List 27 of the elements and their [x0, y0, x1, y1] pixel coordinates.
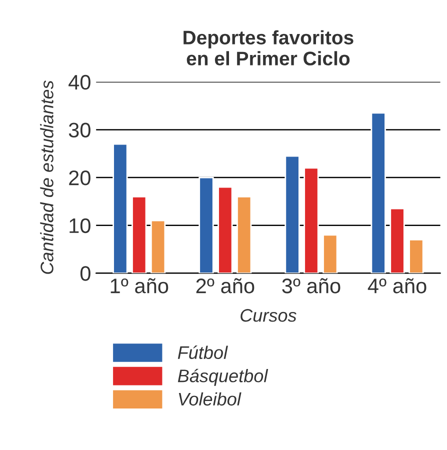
- x-axis-title: Cursos: [240, 309, 296, 322]
- x-tick-label: 4º año: [368, 278, 426, 294]
- legend-label: Básquetbol: [178, 368, 268, 386]
- x-tick-label: 3º año: [282, 278, 340, 294]
- y-tick-label: 10: [70, 218, 90, 234]
- chart-title: Deportes favoritos en el Primer Ciclo: [184, 30, 354, 66]
- legend-label: Fútbol: [178, 346, 228, 360]
- bar: [236, 196, 252, 274]
- bar: [132, 196, 147, 274]
- legend-label: Voleibol: [178, 392, 242, 406]
- bar: [370, 112, 386, 274]
- x-tick-label: 2º año: [196, 278, 254, 294]
- bar: [112, 143, 128, 274]
- bar: [284, 155, 300, 274]
- bar: [198, 176, 214, 274]
- y-tick-label: 30: [68, 122, 90, 138]
- bar: [150, 220, 166, 274]
- y-axis-title: Cantidad de estudiantes: [40, 80, 54, 274]
- bar: [304, 167, 319, 274]
- y-tick-label: 0: [80, 266, 90, 281]
- y-tick-label: 40: [68, 74, 90, 90]
- y-tick-label: 20: [69, 170, 90, 186]
- x-tick-label: 1º año: [110, 278, 168, 294]
- bar: [390, 208, 405, 274]
- bar: [322, 234, 338, 274]
- bar: [218, 186, 233, 274]
- bar: [408, 238, 424, 274]
